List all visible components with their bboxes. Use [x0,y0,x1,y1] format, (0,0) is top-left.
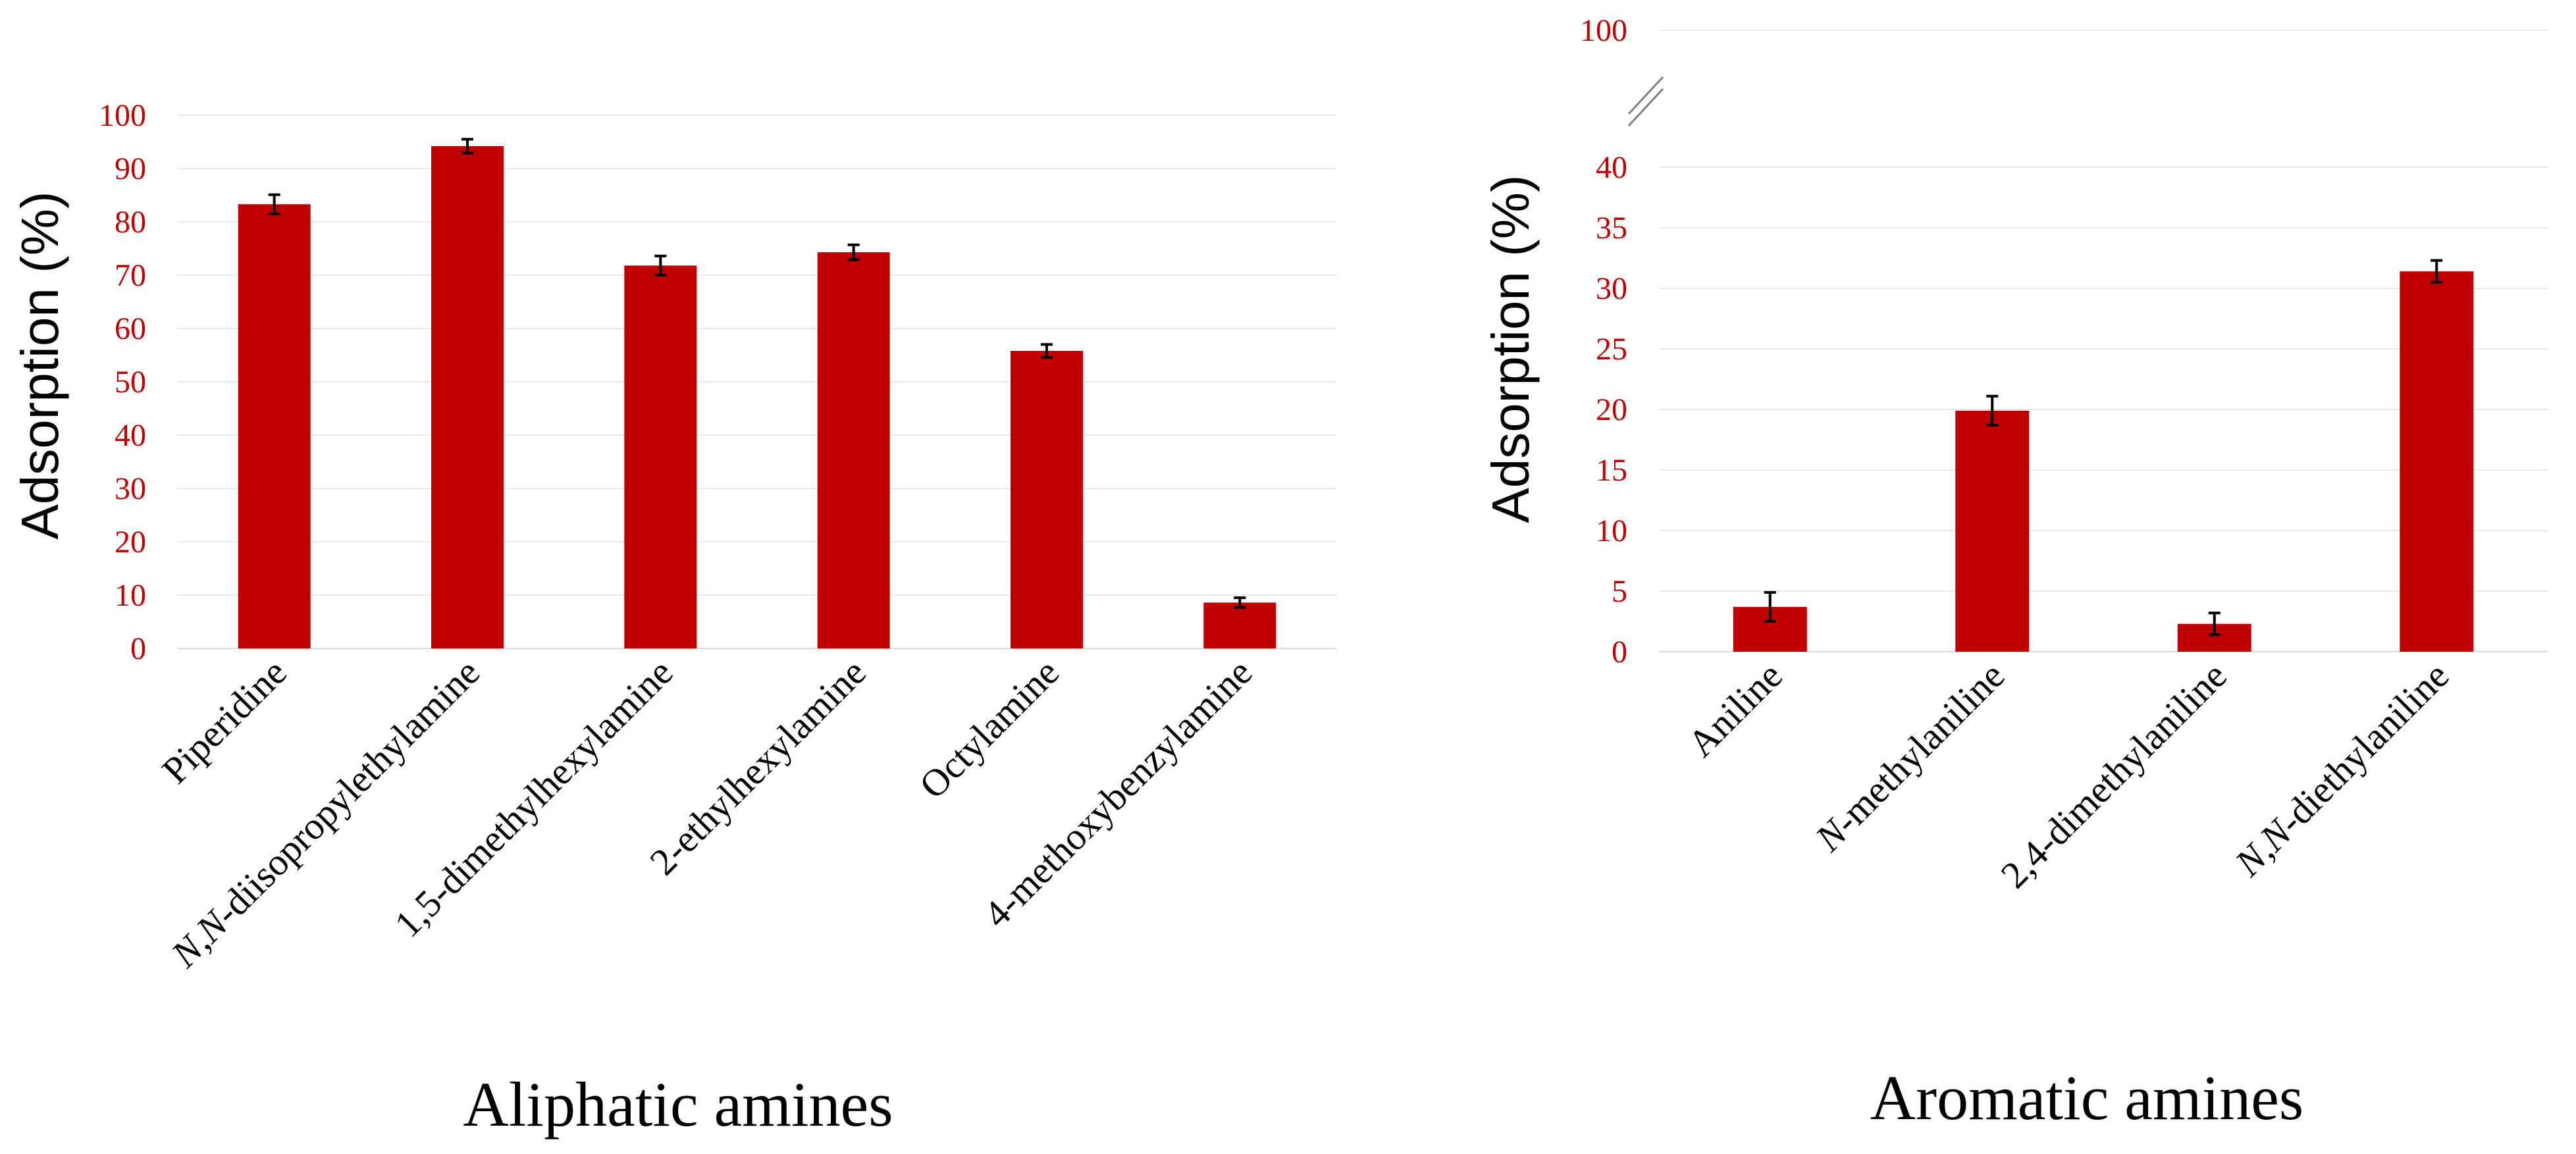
aromatic-ytick-label: 40 [1596,150,1627,185]
aromatic-ytick-label: 35 [1596,211,1627,246]
aromatic-ytick-label: 25 [1596,332,1627,367]
aromatic-bar [2400,271,2474,652]
aromatic-ytick-label: 0 [1612,635,1627,669]
aliphatic-ytick-label: 40 [115,418,146,453]
aliphatic-bar [624,265,697,648]
aromatic-category-label: 2,4-dimethylaniline [1993,654,2235,896]
aliphatic-error-bar [1041,343,1053,359]
aromatic-ytick-label: 20 [1596,392,1627,427]
aliphatic-bar [431,145,504,649]
aliphatic-ytick-label: 90 [115,151,146,186]
aliphatic-bar [1203,602,1276,648]
aliphatic-y-axis-title: Adsorption (%) [11,191,69,539]
aliphatic-ytick-label: 80 [115,205,146,240]
aliphatic-ytick-label: 60 [115,311,146,346]
aromatic-ytick-label: 100 [1580,13,1627,48]
aliphatic-category-label: Octylamine [911,650,1067,806]
aromatic-error-bar [2208,612,2221,637]
aromatic-ytick-label: 30 [1596,271,1627,306]
aromatic-ytick-label: 10 [1596,513,1627,548]
aliphatic-category-label: N,N-diisopropylethylamine [163,650,488,976]
aromatic-axis-break-mark [1627,76,1664,115]
aliphatic-bar [238,204,311,648]
aliphatic-error-bar [1234,596,1246,609]
aliphatic-error-bar [461,138,473,155]
aliphatic-bar [817,252,890,648]
aliphatic-amines-chart: 0 10 20 30 40 50 60 70 80 90 100 PiperidineN,N-diis… [11,98,1336,1140]
aliphatic-ytick-label: 70 [115,258,146,293]
aliphatic-ytick-label: 100 [99,98,146,133]
aromatic-error-bar [1764,590,1776,623]
aromatic-category-label: Aniline [1679,654,1791,765]
aromatic-axis-break-mark [1627,88,1664,127]
aromatic-y-axis-title: Adsorption (%) [1481,174,1540,523]
aromatic-chart-title: Aromatic amines [1870,1062,2303,1133]
aliphatic-ytick-label: 10 [115,578,146,613]
aromatic-category-label: N,N-diethylaniline [2226,654,2458,885]
aromatic-error-bar [1986,394,1999,427]
aliphatic-error-bar [847,243,860,261]
aliphatic-ytick-label: 50 [115,365,146,400]
aromatic-bar [1955,410,2030,652]
aromatic-ytick-label: 15 [1596,453,1627,488]
aliphatic-error-bar [268,193,280,215]
aliphatic-ytick-label: 20 [115,525,146,560]
aliphatic-category-label: Piperidine [153,650,295,792]
aliphatic-chart-title: Aliphatic amines [463,1069,893,1140]
aromatic-error-bar [2431,259,2443,284]
aliphatic-ytick-label: 0 [130,631,146,666]
aromatic-category-label: N-methylaniline [1806,654,2012,860]
aliphatic-ytick-label: 30 [115,471,146,506]
aromatic-amines-chart: 100 0 5 10 15 20 25 30 35 40 AnilineN-methylanilin… [1481,13,2548,1133]
aliphatic-bar [1011,351,1083,648]
aliphatic-error-bar [654,254,667,276]
aromatic-ytick-label: 5 [1612,574,1627,609]
